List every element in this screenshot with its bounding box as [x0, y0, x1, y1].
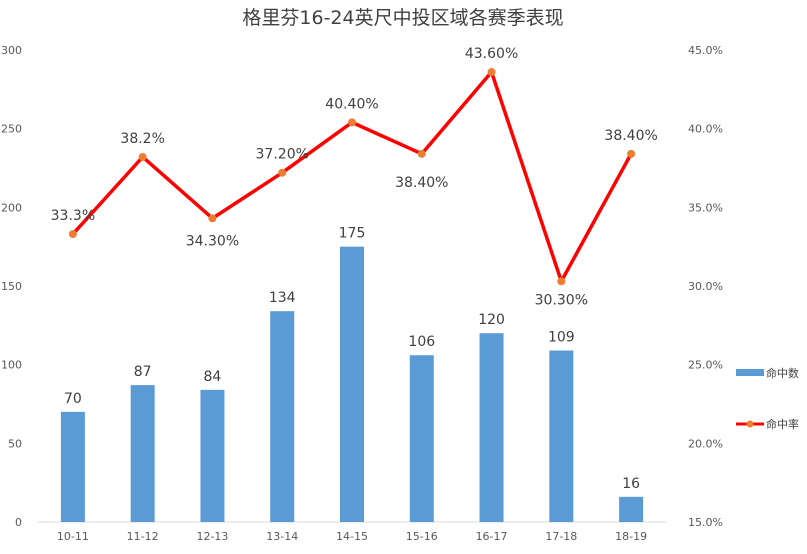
y-right-tick-label: 35.0%: [688, 201, 723, 214]
line-point: [278, 168, 287, 177]
x-tick-label: 10-11: [57, 530, 89, 543]
bar-data-label: 109: [548, 330, 575, 346]
legend-swatch-marker: [746, 420, 754, 428]
bar: [549, 350, 574, 522]
y-left-tick-label: 150: [1, 280, 22, 293]
bar: [619, 496, 644, 522]
bar-data-label: 175: [339, 226, 366, 242]
bar: [340, 246, 364, 522]
bar-data-label: 134: [269, 290, 296, 306]
line-data-label: 30.30%: [535, 292, 588, 308]
y-left-tick-label: 250: [1, 123, 22, 136]
y-right-tick-label: 30.0%: [688, 280, 723, 293]
line-series: 33.3% 38.2% 34.30% 37.20% 40.40% 38.40% 43.60%…: [51, 46, 658, 308]
bar-data-label: 106: [408, 334, 435, 350]
y-right-tick-label: 25.0%: [688, 359, 723, 372]
y-right-tick-label: 20.0%: [688, 437, 723, 450]
bar: [200, 389, 225, 522]
bar-data-label: 87: [134, 364, 152, 380]
line-data-label: 34.30%: [186, 233, 239, 249]
x-tick-label: 17-18: [545, 530, 577, 543]
line-data-label: 38.2%: [120, 131, 164, 147]
bar-data-label: 84: [204, 369, 222, 385]
y-left-tick-label: 300: [1, 44, 22, 57]
bar-series: 70 87 84 134 175 106 120 109 16: [60, 226, 644, 522]
y-left-tick-label: 100: [1, 359, 22, 372]
axes: 0 50 100 150 200 250 300 15.0% 20.0% 25.0% 30.0% 35…: [1, 44, 723, 543]
legend-swatch-bars: [736, 369, 764, 376]
line-data-label: 37.20%: [256, 147, 309, 163]
chart-title: 格里芬16-24英尺中投区域各赛季表现: [242, 7, 563, 29]
bar-data-label: 16: [622, 476, 640, 492]
x-tick-label: 14-15: [336, 530, 368, 543]
line-point: [557, 277, 566, 286]
line-data-label: 33.3%: [51, 208, 95, 224]
line-data-label: 40.40%: [325, 96, 378, 112]
y-left-tick-label: 0: [15, 516, 22, 529]
line-data-label: 38.40%: [395, 175, 448, 191]
bar: [409, 355, 434, 522]
bar-data-label: 70: [64, 391, 82, 407]
x-tick-label: 12-13: [196, 530, 228, 543]
x-tick-label: 16-17: [476, 530, 508, 543]
line-point: [348, 118, 356, 127]
bar: [60, 411, 85, 522]
y-right-tick-label: 15.0%: [688, 516, 723, 529]
line-point: [417, 149, 426, 158]
bar: [130, 385, 155, 522]
line-point: [487, 68, 496, 77]
bar-data-label: 120: [478, 312, 505, 328]
y-left-tick-label: 200: [1, 201, 22, 214]
line-point: [627, 149, 636, 158]
line-point: [68, 230, 77, 239]
y-left-tick-label: 50: [8, 437, 22, 450]
bar: [270, 311, 295, 522]
legend-label-line: 命中率: [766, 417, 799, 431]
y-right-tick-label: 45.0%: [688, 44, 723, 57]
y-right-tick-label: 40.0%: [688, 123, 723, 136]
x-tick-label: 15-16: [406, 530, 438, 543]
line-point: [208, 214, 217, 223]
bar: [479, 333, 504, 522]
x-tick-label: 11-12: [127, 530, 159, 543]
line-data-label: 43.60%: [465, 46, 518, 62]
legend-label-bars: 命中数: [766, 366, 799, 380]
x-tick-label: 13-14: [266, 530, 298, 543]
line-point: [138, 152, 147, 161]
line-data-label: 38.40%: [604, 128, 657, 144]
x-tick-label: 18-19: [615, 530, 647, 543]
